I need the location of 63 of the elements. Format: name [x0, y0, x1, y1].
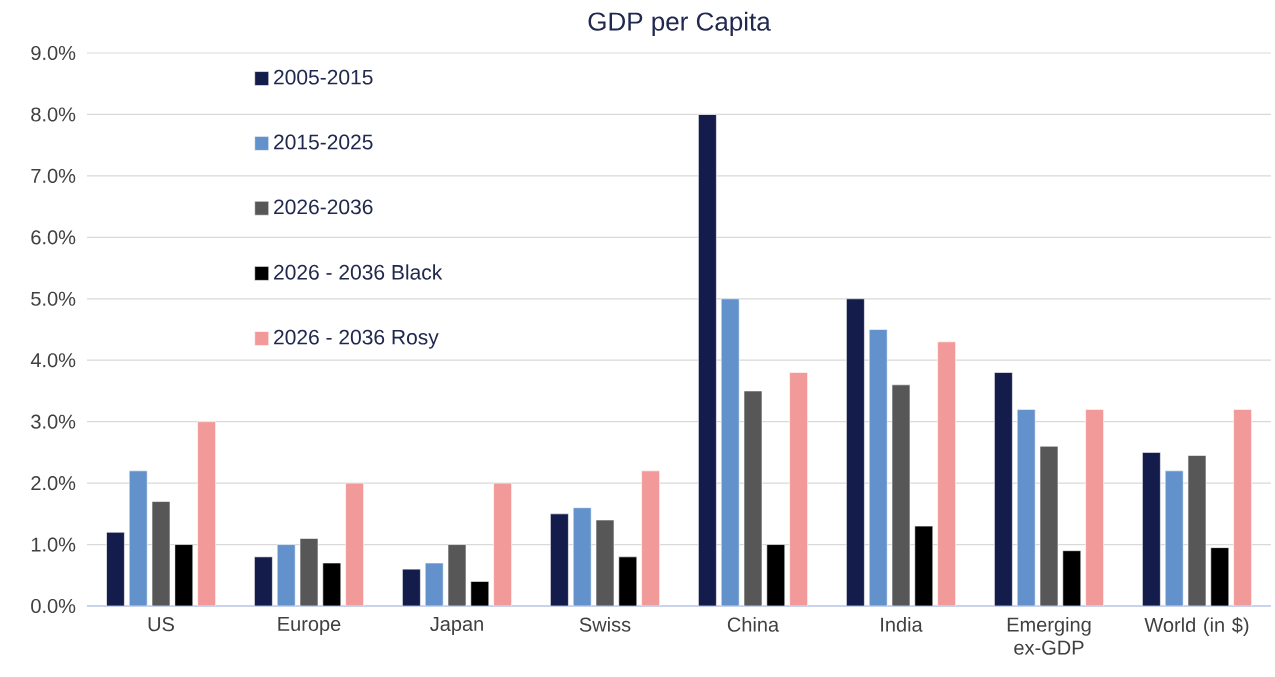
- bar: [868, 329, 888, 606]
- legend-label: 2026 - 2036 Black: [274, 264, 443, 280]
- x-tick-label: India: [881, 617, 923, 632]
- chart-title: GDP per Capita: [588, 11, 771, 36]
- bar: [743, 390, 763, 606]
- y-tick-label: 6.0%: [31, 230, 76, 245]
- y-tick-label: 0.0%: [31, 598, 76, 614]
- bar: [572, 507, 592, 606]
- bar: [345, 482, 364, 606]
- bar: [1085, 409, 1104, 606]
- y-tick-label: 2.0%: [31, 476, 76, 491]
- bar: [402, 568, 421, 606]
- legend-label: 2015-2025: [274, 134, 373, 150]
- bar: [128, 470, 148, 606]
- bar: [550, 513, 569, 606]
- bar: [720, 298, 740, 606]
- x-tick-label: US: [148, 617, 174, 632]
- bar: [254, 556, 273, 606]
- bar: [174, 544, 194, 606]
- bar: [1016, 409, 1036, 606]
- bar: [891, 384, 911, 606]
- bar: [641, 470, 660, 606]
- legend-label: 2026-2036: [274, 199, 373, 215]
- x-tick-label: World (in $): [1144, 617, 1249, 637]
- y-tick-label: 3.0%: [31, 414, 76, 429]
- bar: [1210, 547, 1230, 606]
- bar: [1039, 445, 1059, 606]
- bar: [322, 562, 342, 606]
- bar: [106, 531, 125, 606]
- bar: [1187, 455, 1207, 606]
- bar: [299, 538, 319, 606]
- y-tick-label: 4.0%: [30, 353, 76, 368]
- x-tick-label: China: [727, 617, 780, 632]
- bar: [698, 114, 717, 606]
- bar: [1062, 550, 1082, 606]
- bar: [618, 556, 638, 606]
- bar: [766, 544, 786, 606]
- x-tick-label: Swiss: [579, 617, 631, 632]
- bar: [595, 519, 615, 606]
- y-tick-label: 1.0%: [31, 537, 76, 552]
- bar: [1142, 452, 1161, 606]
- bar: [424, 562, 444, 606]
- x-tick-label: Japan: [430, 617, 483, 635]
- x-tick-label: Emerging ex-GDP: [1007, 617, 1091, 655]
- bar: [197, 421, 216, 606]
- bar: [151, 501, 171, 606]
- bar: [914, 525, 934, 606]
- y-tick-label: 7.0%: [31, 168, 76, 183]
- x-tick-label: Europe: [278, 617, 341, 635]
- bar: [276, 544, 296, 606]
- legend-label: 2026 - 2036 Rosy: [274, 329, 439, 349]
- bar: [789, 372, 808, 606]
- bar: [493, 482, 512, 606]
- bar: [1164, 470, 1184, 606]
- bar: [1233, 409, 1252, 606]
- bar: [994, 372, 1013, 606]
- bar: [447, 544, 467, 606]
- bar: [846, 298, 865, 606]
- legend-label: 2005-2015: [274, 69, 373, 85]
- y-tick-label: 8.0%: [31, 107, 76, 122]
- bar: [937, 341, 956, 606]
- y-tick-label: 9.0%: [31, 45, 76, 61]
- y-tick-label: 5.0%: [31, 291, 76, 306]
